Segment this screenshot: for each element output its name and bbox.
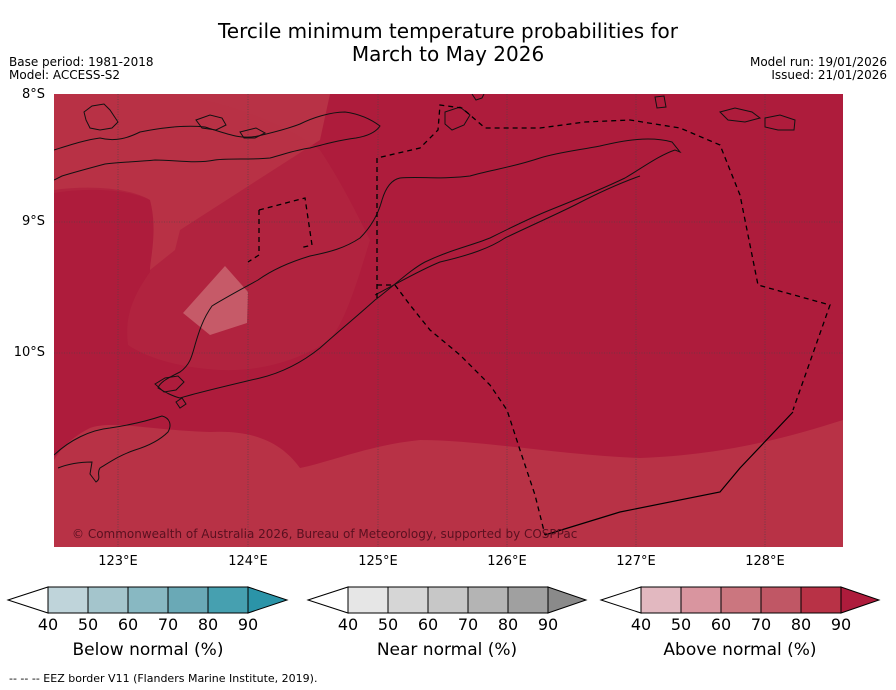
- colorbar-near: 40 50 60 70 80 90: [306, 586, 588, 634]
- eez-border: [247, 104, 831, 536]
- cb3-tick: 90: [831, 615, 851, 634]
- cb1-tick: 80: [198, 615, 218, 634]
- cb3-tick: 80: [791, 615, 811, 634]
- cb1-tick: 70: [158, 615, 178, 634]
- cb2-tick: 90: [538, 615, 558, 634]
- lon-label-127e: 127°E: [616, 554, 656, 569]
- colorbar-near-label: Near normal (%): [376, 640, 518, 660]
- lat-label-8s: 8°S: [21, 87, 45, 102]
- cb3-tick: 70: [751, 615, 771, 634]
- eez-footnote: -- -- -- EEZ border V11 (Flanders Marine…: [9, 672, 318, 685]
- lon-label-126e: 126°E: [487, 554, 527, 569]
- cb2-tick: 40: [338, 615, 358, 634]
- cb2-tick: 60: [418, 615, 438, 634]
- base-period: Base period: 1981-2018: [9, 55, 154, 69]
- lon-label-124e: 124°E: [228, 554, 268, 569]
- cb3-tick: 60: [711, 615, 731, 634]
- colorbar-below-label: Below normal (%): [72, 640, 224, 660]
- model-name: Model: ACCESS-S2: [9, 68, 121, 82]
- cb2-tick: 70: [458, 615, 478, 634]
- model-run: Model run: 19/01/2026: [749, 55, 887, 69]
- map-area: © Commonwealth of Australia 2026, Bureau…: [54, 94, 843, 547]
- cb3-tick: 40: [631, 615, 651, 634]
- cb1-tick: 50: [78, 615, 98, 634]
- colorbar-above: 40 50 60 70 80 90: [599, 586, 881, 634]
- lon-label-125e: 125°E: [358, 554, 398, 569]
- cb3-tick: 50: [671, 615, 691, 634]
- lon-label-123e: 123°E: [98, 554, 138, 569]
- colorbar-above-label: Above normal (%): [663, 640, 817, 660]
- copyright-note: © Commonwealth of Australia 2026, Bureau…: [72, 527, 577, 541]
- cb1-tick: 40: [38, 615, 58, 634]
- cb2-tick: 80: [498, 615, 518, 634]
- grid-lines: [54, 94, 843, 547]
- cb2-tick: 50: [378, 615, 398, 634]
- lat-label-9s: 9°S: [21, 214, 45, 229]
- issued-date: Issued: 21/01/2026: [771, 68, 887, 82]
- meta-left: Base period: 1981-2018 Model: ACCESS-S2: [9, 56, 154, 82]
- cb1-tick: 90: [238, 615, 258, 634]
- lat-label-10s: 10°S: [13, 345, 45, 360]
- lon-label-128e: 128°E: [745, 554, 785, 569]
- title-line-1: Tercile minimum temperature probabilitie…: [217, 19, 679, 43]
- prob-band-70: [183, 266, 248, 335]
- coastlines: [54, 94, 796, 483]
- colorbar-below: 40 50 60 70 80 90: [6, 586, 289, 634]
- prob-band-90: [54, 94, 843, 468]
- meta-right: Model run: 19/01/2026 Issued: 21/01/2026: [750, 56, 887, 82]
- title-line-2: March to May 2026: [351, 42, 545, 66]
- cb1-tick: 60: [118, 615, 138, 634]
- chart-title: Tercile minimum temperature probabilitie…: [0, 20, 896, 66]
- prob-band-80-inner: [54, 94, 370, 371]
- maritime-boundary: [544, 411, 794, 536]
